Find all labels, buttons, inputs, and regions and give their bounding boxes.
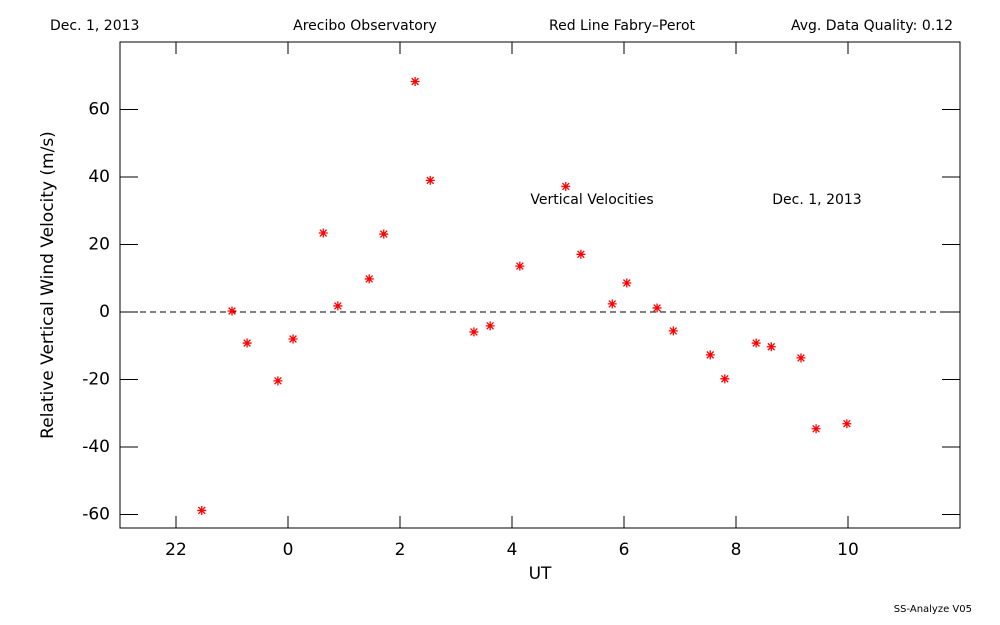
x-tick-label: 0 [283,540,294,560]
x-tick-label: 22 [165,540,187,560]
x-tick-label: 2 [395,540,406,560]
header-date: Dec. 1, 2013 [50,18,139,34]
plot-frame [119,41,961,529]
data-point [720,374,730,384]
y-tick-label: 0 [99,302,110,322]
data-point [364,274,374,284]
data-point [515,261,525,271]
data-point [197,505,207,515]
header-quality: Avg. Data Quality: 0.12 [791,18,953,34]
x-tick-label: 6 [619,540,630,560]
y-tick-label: 20 [88,235,110,255]
data-point [751,338,761,348]
header-site: Arecibo Observatory [293,18,437,34]
header-instrument: Red Line Fabry–Perot [549,18,696,34]
y-tick-label: -20 [82,370,110,390]
y-axis-label: Relative Vertical Wind Velocity (m/s) [38,131,58,439]
data-point [561,181,571,191]
data-point [652,303,662,313]
y-tick-label: 40 [88,167,110,187]
data-point [796,353,806,363]
y-tick-label: -60 [82,505,110,525]
footer: SS-Analyze V05 [894,604,972,615]
y-tick-label: -40 [82,437,110,457]
data-point [811,424,821,434]
data-point [410,76,420,86]
data-point [576,249,586,259]
data-point [842,419,852,429]
data-point [705,350,715,360]
x-tick-label: 10 [837,540,859,560]
x-axis-label: UT [529,564,552,584]
x-tick-label: 8 [731,540,742,560]
data-point [622,278,632,288]
annotation: Vertical Velocities [530,192,653,208]
data-point [242,338,252,348]
data-point [425,175,435,185]
data-point [668,326,678,336]
data-point [766,342,776,352]
data-point [607,299,617,309]
data-point [333,301,343,311]
annotation: Dec. 1, 2013 [772,192,861,208]
data-point [227,306,237,316]
data-point [318,228,328,238]
data-point [273,376,283,386]
y-tick-label: 60 [88,100,110,120]
x-tick-label: 4 [507,540,518,560]
data-point [469,327,479,337]
data-point [379,229,389,239]
data-point [485,321,495,331]
data-point [288,334,298,344]
